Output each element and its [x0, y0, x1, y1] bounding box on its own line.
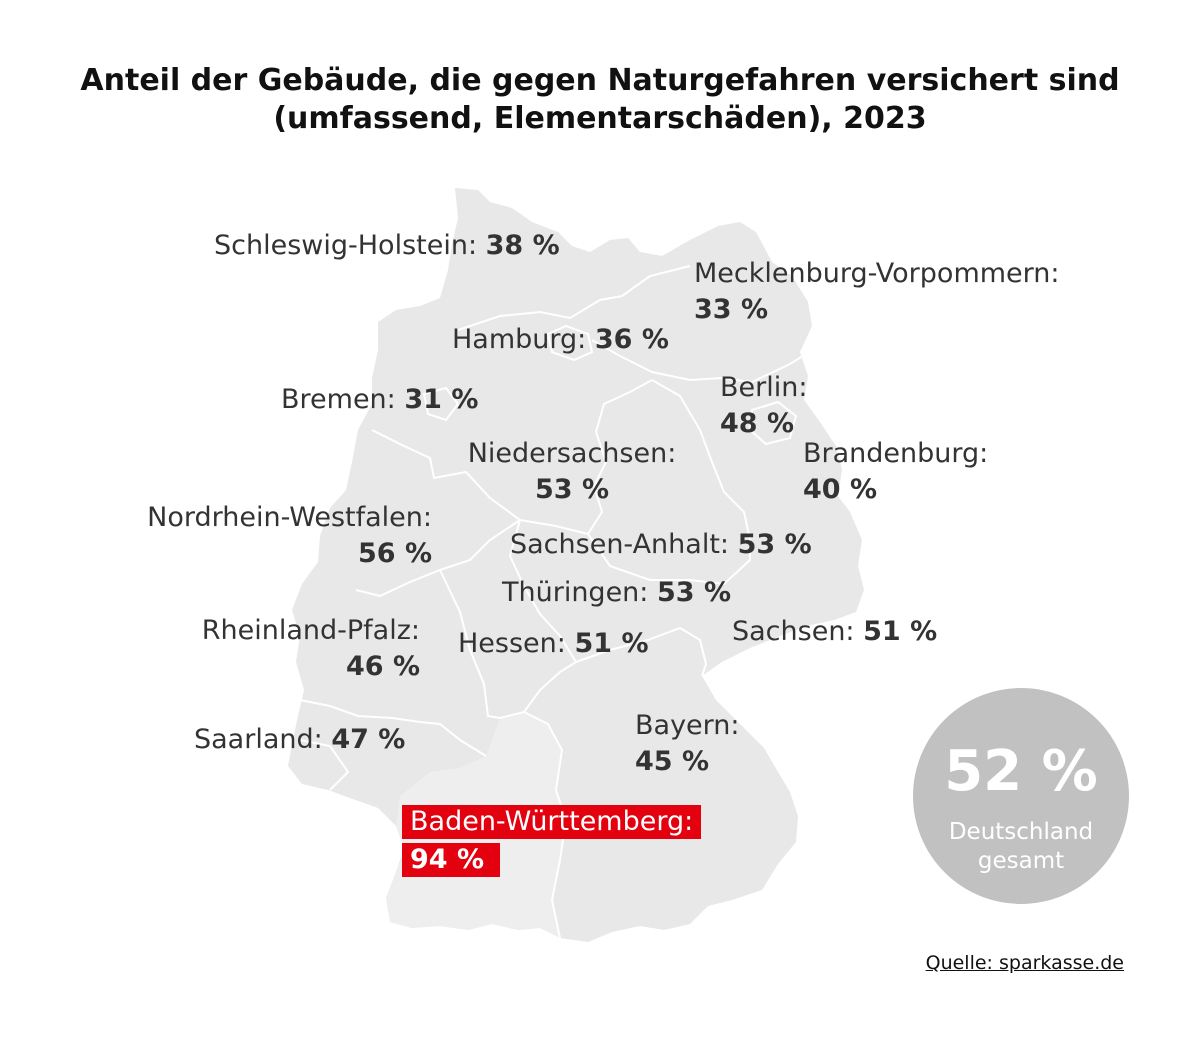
germany-outline [288, 188, 864, 942]
state-value: 53 % [737, 529, 812, 560]
label-brandenburg: Brandenburg: 40 % [803, 436, 988, 508]
state-name: Rheinland-Pfalz: [201, 615, 420, 646]
state-name: Hamburg: [452, 324, 587, 355]
state-name: Niedersachsen: [467, 438, 677, 469]
label-rheinland-pfalz: Rheinland-Pfalz: 46 % [180, 613, 420, 685]
state-name: Bayern: [635, 710, 740, 741]
state-name: Mecklenburg-Vorpommern: [694, 258, 1060, 289]
state-name: Saarland: [194, 724, 323, 755]
state-value: 33 % [694, 294, 769, 325]
state-value: 53 % [656, 577, 732, 608]
label-sachsen: Sachsen: 51 % [732, 614, 937, 650]
total-label: Deutschland gesamt [913, 818, 1129, 876]
label-bremen: Bremen: 31 % [281, 382, 478, 418]
state-value: 56 % [357, 538, 432, 569]
state-value: 45 % [635, 746, 710, 777]
state-name: Nordrhein-Westfalen: [147, 502, 432, 533]
germany-total-circle: 52 % Deutschland gesamt [913, 688, 1129, 904]
label-schleswig-holstein: Schleswig-Holstein: 38 % [214, 228, 560, 264]
state-value: 36 % [594, 324, 669, 355]
title-line-2: (umfassend, Elementarschäden), 2023 [273, 101, 927, 136]
state-name: Schleswig-Holstein: [214, 230, 478, 261]
state-value: 46 % [345, 651, 420, 682]
state-name: Sachsen-Anhalt: [510, 529, 730, 560]
label-mecklenburg-vorpommern: Mecklenburg-Vorpommern: 33 % [694, 256, 1060, 328]
state-value: 51 % [574, 628, 649, 659]
source-link[interactable]: Quelle: sparkasse.de [925, 952, 1124, 974]
state-borders [299, 265, 807, 939]
label-niedersachsen: Niedersachsen: 53 % [460, 436, 684, 508]
state-name: Bremen: [281, 384, 396, 415]
chart-title: Anteil der Gebäude, die gegen Naturgefah… [0, 62, 1200, 138]
label-sachsen-anhalt: Sachsen-Anhalt: 53 % [510, 527, 812, 563]
state-value: 53 % [534, 474, 610, 505]
state-name: Hessen: [458, 628, 566, 659]
state-value: 51 % [863, 616, 938, 647]
state-name: Brandenburg: [803, 438, 989, 469]
state-name: Thüringen: [502, 577, 649, 608]
label-saarland: Saarland: 47 % [194, 722, 405, 758]
label-baden-wuerttemberg-value: 94 % [402, 843, 500, 877]
label-thueringen: Thüringen: 53 % [502, 575, 731, 611]
state-name: Sachsen: [732, 616, 855, 647]
label-hamburg: Hamburg: 36 % [452, 322, 669, 358]
total-label-line-2: gesamt [977, 848, 1065, 874]
label-berlin: Berlin: 48 % [720, 370, 807, 442]
state-value: 31 % [404, 384, 479, 415]
state-value: 48 % [720, 408, 795, 439]
total-label-line-1: Deutschland [948, 819, 1094, 845]
label-bayern: Bayern: 45 % [635, 708, 740, 780]
state-name: Berlin: [720, 372, 808, 403]
state-value: 40 % [803, 474, 878, 505]
state-value: 47 % [331, 724, 406, 755]
label-baden-wuerttemberg-name: Baden-Württemberg: [402, 805, 702, 839]
state-value: 38 % [485, 230, 560, 261]
label-hessen: Hessen: 51 % [458, 626, 649, 662]
title-line-1: Anteil der Gebäude, die gegen Naturgefah… [80, 63, 1120, 98]
total-value: 52 % [944, 739, 1098, 804]
label-nordrhein-westfalen: Nordrhein-Westfalen: 56 % [118, 500, 432, 572]
